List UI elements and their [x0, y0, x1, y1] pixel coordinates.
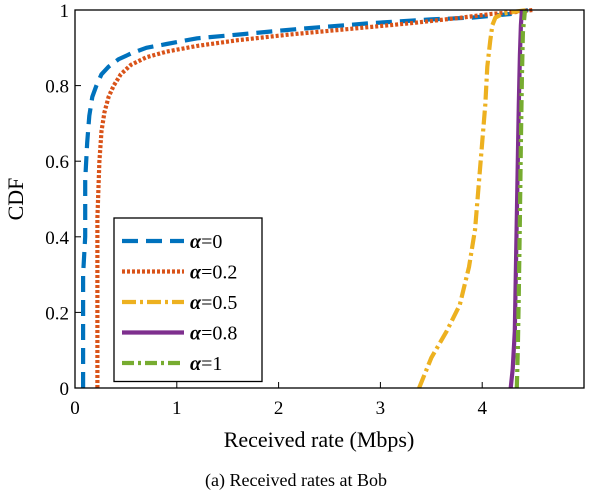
y-tick-label: 1: [60, 1, 70, 22]
plot-lines: [81, 7, 534, 389]
x-tick-label: 2: [274, 398, 284, 419]
legend-label: α=0.8: [190, 323, 237, 345]
legend-label: α=0: [190, 231, 222, 253]
legend: α=0 α=0.2 α=0.5 α=0.8 α=1: [113, 217, 263, 383]
y-tick-label: 0: [60, 379, 70, 400]
y-axis-label: CDF: [3, 178, 28, 221]
legend-box: [113, 217, 263, 383]
series-line-1: [95, 7, 534, 388]
y-tick-label: 0.4: [45, 228, 69, 249]
legend-label: α=1: [190, 353, 222, 375]
x-axis-label: Received rate (Mbps): [224, 427, 415, 452]
x-tick-label: 1: [172, 398, 182, 419]
x-tick-label: 0: [70, 398, 80, 419]
x-tick-label: 3: [376, 398, 386, 419]
y-tick-label: 0.2: [45, 303, 69, 324]
series-line-3: [508, 9, 524, 389]
legend-label: α=0.5: [190, 292, 237, 314]
cdf-chart: 0 1 2 3 4 0 0.2 0.4 0.6 0.8 1 Received rate (Mbps)…: [3, 1, 585, 452]
x-tick-label: 4: [477, 398, 487, 419]
y-tick-label: 0.8: [45, 77, 69, 98]
axes-ticks: 0 1 2 3 4 0 0.2 0.4 0.6 0.8 1: [45, 1, 487, 419]
series-line-2: [417, 7, 529, 389]
legend-label: α=0.2: [190, 262, 237, 284]
figure-caption: (a) Received rates at Bob: [205, 470, 387, 490]
series-line-4: [514, 9, 528, 389]
y-tick-label: 0.6: [45, 152, 69, 173]
plot-frame: [74, 9, 585, 389]
